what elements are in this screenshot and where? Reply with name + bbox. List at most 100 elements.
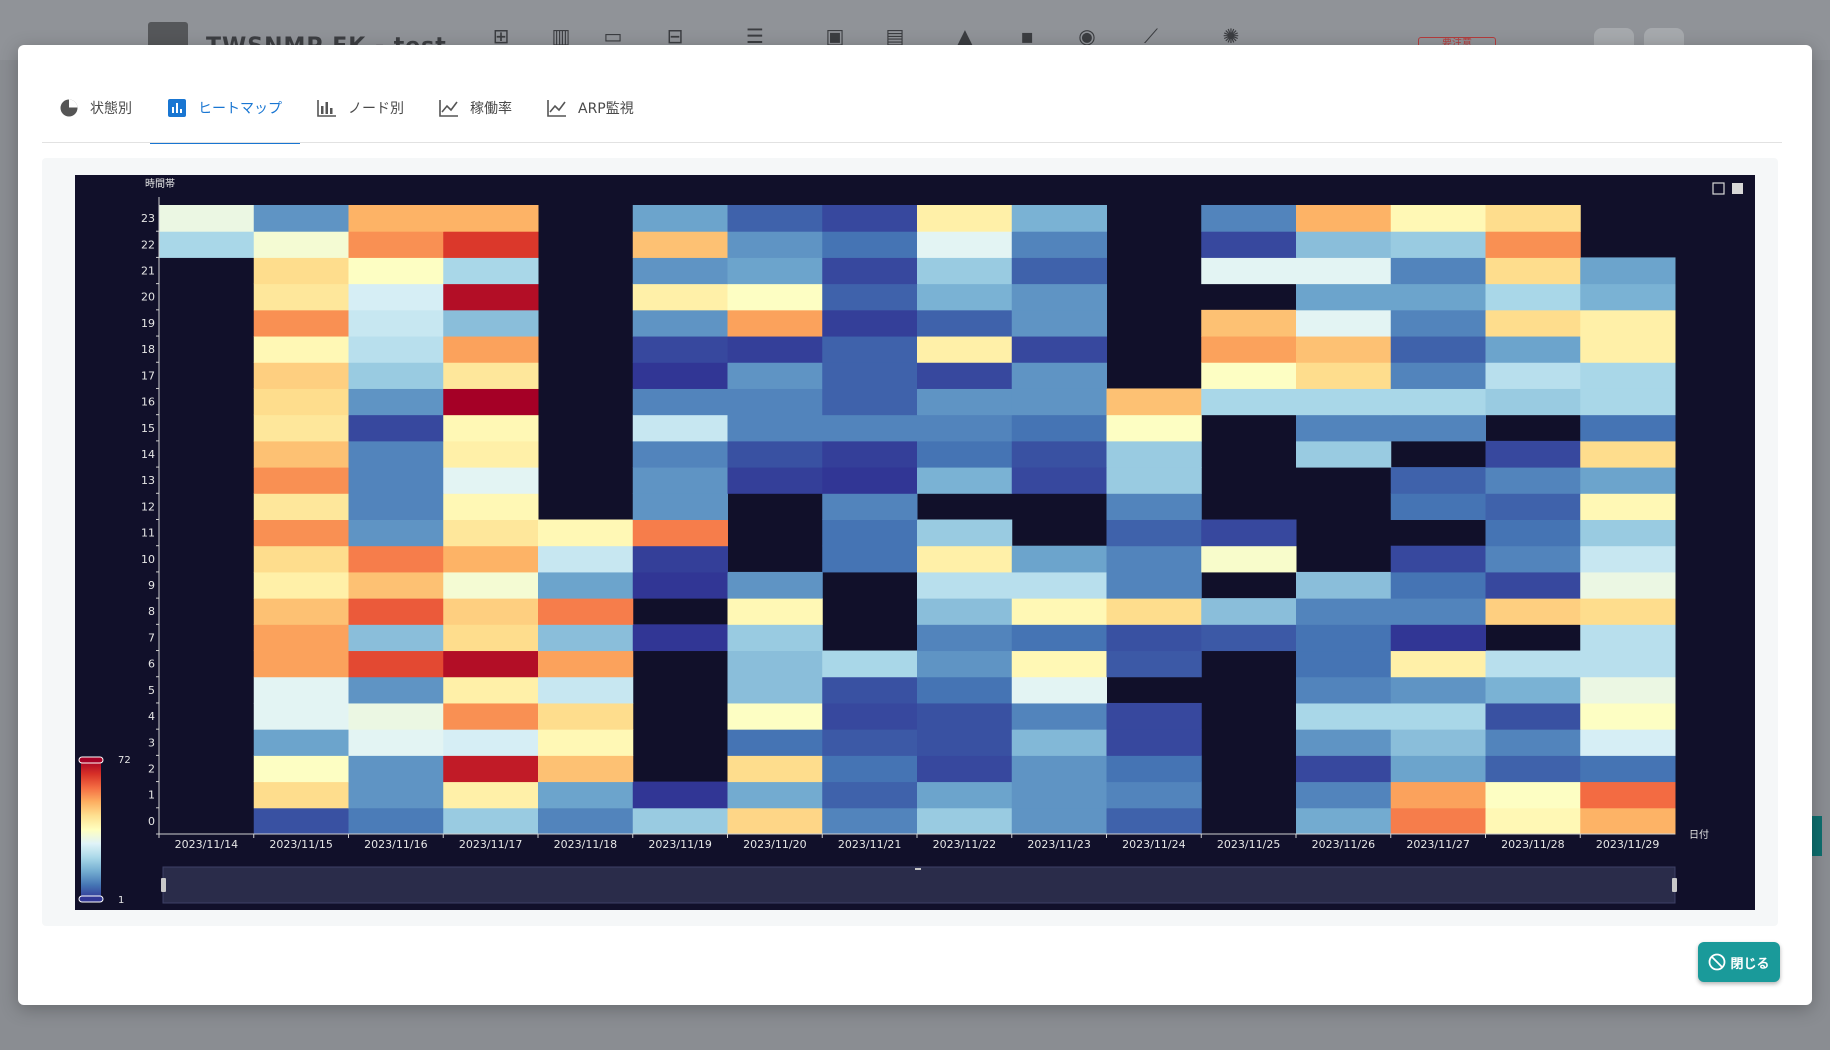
heatmap-cell	[1580, 283, 1676, 311]
heatmap-cell	[443, 571, 539, 599]
heatmap-cell	[1201, 598, 1297, 625]
heatmap-cell	[917, 467, 1013, 494]
heatmap-cell	[1106, 440, 1202, 468]
heatmap-cell	[1011, 598, 1107, 625]
heatmap-cell	[348, 755, 444, 783]
heatmap-cell	[1106, 650, 1202, 678]
y-tick-label: 0	[148, 815, 155, 828]
tab-heatmap[interactable]: ヒートマップ	[150, 80, 300, 144]
heatmap-cell	[348, 388, 444, 416]
heatmap-cell	[1390, 414, 1486, 442]
heatmap-cell	[1296, 807, 1392, 835]
heatmap-cell	[632, 257, 728, 285]
tab-label: 稼働率	[470, 101, 512, 117]
heatmap-cell	[443, 309, 539, 337]
heatmap-cell	[253, 624, 349, 652]
heatmap-cell	[1580, 440, 1676, 468]
heatmap-cell	[348, 309, 444, 337]
x-tick-label: 2023/11/24	[1122, 838, 1185, 851]
heatmap-cell	[1011, 807, 1107, 835]
heatmap-cell	[253, 571, 349, 599]
heatmap-cell	[348, 414, 444, 442]
heatmap-cell	[822, 440, 918, 468]
heatmap-cell	[1201, 257, 1297, 285]
heatmap-cell	[822, 257, 918, 285]
close-button[interactable]: 閉じる	[1698, 942, 1780, 982]
heatmap-cell	[253, 702, 349, 730]
heatmap-cell	[348, 231, 444, 258]
heatmap-cell	[443, 755, 539, 783]
heatmap-cell	[348, 493, 444, 520]
chart-line-icon: ⟋	[1144, 24, 1158, 48]
heatmap-cell	[538, 781, 634, 809]
heatmap-cell	[1201, 388, 1297, 416]
heatmap-cell	[1390, 467, 1486, 494]
heatmap-cell	[253, 493, 349, 520]
heatmap-cell	[727, 283, 823, 311]
x-tick-label: 2023/11/23	[1027, 838, 1090, 851]
y-tick-label: 7	[148, 631, 155, 644]
heatmap-cell	[538, 755, 634, 783]
heatmap-cell	[443, 702, 539, 730]
heatmap-cell	[1106, 571, 1202, 599]
heatmap-cell	[348, 781, 444, 809]
heatmap-cell	[632, 781, 728, 809]
x-tick-label: 2023/11/28	[1501, 838, 1564, 851]
heatmap-cell	[1390, 807, 1486, 835]
heatmap-cell	[538, 650, 634, 678]
heatmap-cell	[632, 493, 728, 520]
heatmap-cell	[1485, 545, 1581, 573]
heatmap-cell	[1296, 650, 1392, 678]
heatmap-cell	[1296, 440, 1392, 468]
heatmap-cell	[1485, 362, 1581, 389]
x-tick-label: 2023/11/25	[1217, 838, 1280, 851]
heatmap-cell	[1296, 781, 1392, 809]
heatmap-cell	[1580, 362, 1676, 389]
heatmap-cell	[1485, 440, 1581, 468]
heatmap-cell	[917, 676, 1013, 704]
heatmap-cell	[1485, 676, 1581, 704]
y-tick-label: 6	[148, 658, 155, 671]
heatmap-cell	[1106, 702, 1202, 730]
heatmap-cell	[159, 205, 255, 232]
heatmap-cell	[443, 336, 539, 363]
heatmap-cell	[1201, 362, 1297, 389]
heatmap-cell	[1390, 493, 1486, 520]
heatmap-cell	[538, 624, 634, 652]
heatmap-cell	[1580, 257, 1676, 285]
tab-arp[interactable]: ARP監視	[530, 80, 652, 136]
heatmap-cell	[1011, 309, 1107, 337]
heatmap-cell	[1011, 702, 1107, 730]
heatmap-cell	[1580, 807, 1676, 835]
heatmap-cell	[253, 807, 349, 835]
tab-status[interactable]: 状態別	[42, 80, 150, 136]
heatmap-cell	[1201, 545, 1297, 573]
heatmap-cell	[1106, 598, 1202, 625]
heatmap-cell	[1106, 388, 1202, 416]
heatmap-cell	[917, 545, 1013, 573]
heatmap-cell	[822, 231, 918, 258]
heatmap-cell	[348, 624, 444, 652]
heatmap-cell	[1296, 388, 1392, 416]
heatmap-cell	[632, 414, 728, 442]
heatmap-cell	[348, 807, 444, 835]
heatmap-cell	[917, 283, 1013, 311]
zoom-icon	[1712, 182, 1725, 195]
heatmap-cell	[1580, 388, 1676, 416]
heatmap-cell	[1106, 755, 1202, 783]
heatmap-svg: 0123456789101112131415161718192021222320…	[78, 177, 1743, 906]
heatmap-cell	[1011, 414, 1107, 442]
tabs-divider	[42, 142, 1782, 143]
heatmap-cell	[1580, 702, 1676, 730]
visual-map-min-label: 1	[118, 895, 124, 906]
x-tick-label: 2023/11/14	[175, 838, 238, 851]
heatmap-cell	[1011, 440, 1107, 468]
heatmap-cell	[348, 545, 444, 573]
y-tick-label: 4	[148, 710, 155, 723]
tab-node[interactable]: ノード別	[300, 80, 422, 136]
tab-uptime[interactable]: 稼働率	[422, 80, 530, 136]
y-tick-label: 13	[141, 474, 155, 487]
heatmap-cell	[1485, 519, 1581, 547]
heatmap-cell	[1580, 729, 1676, 756]
heatmap-cell	[1580, 624, 1676, 652]
